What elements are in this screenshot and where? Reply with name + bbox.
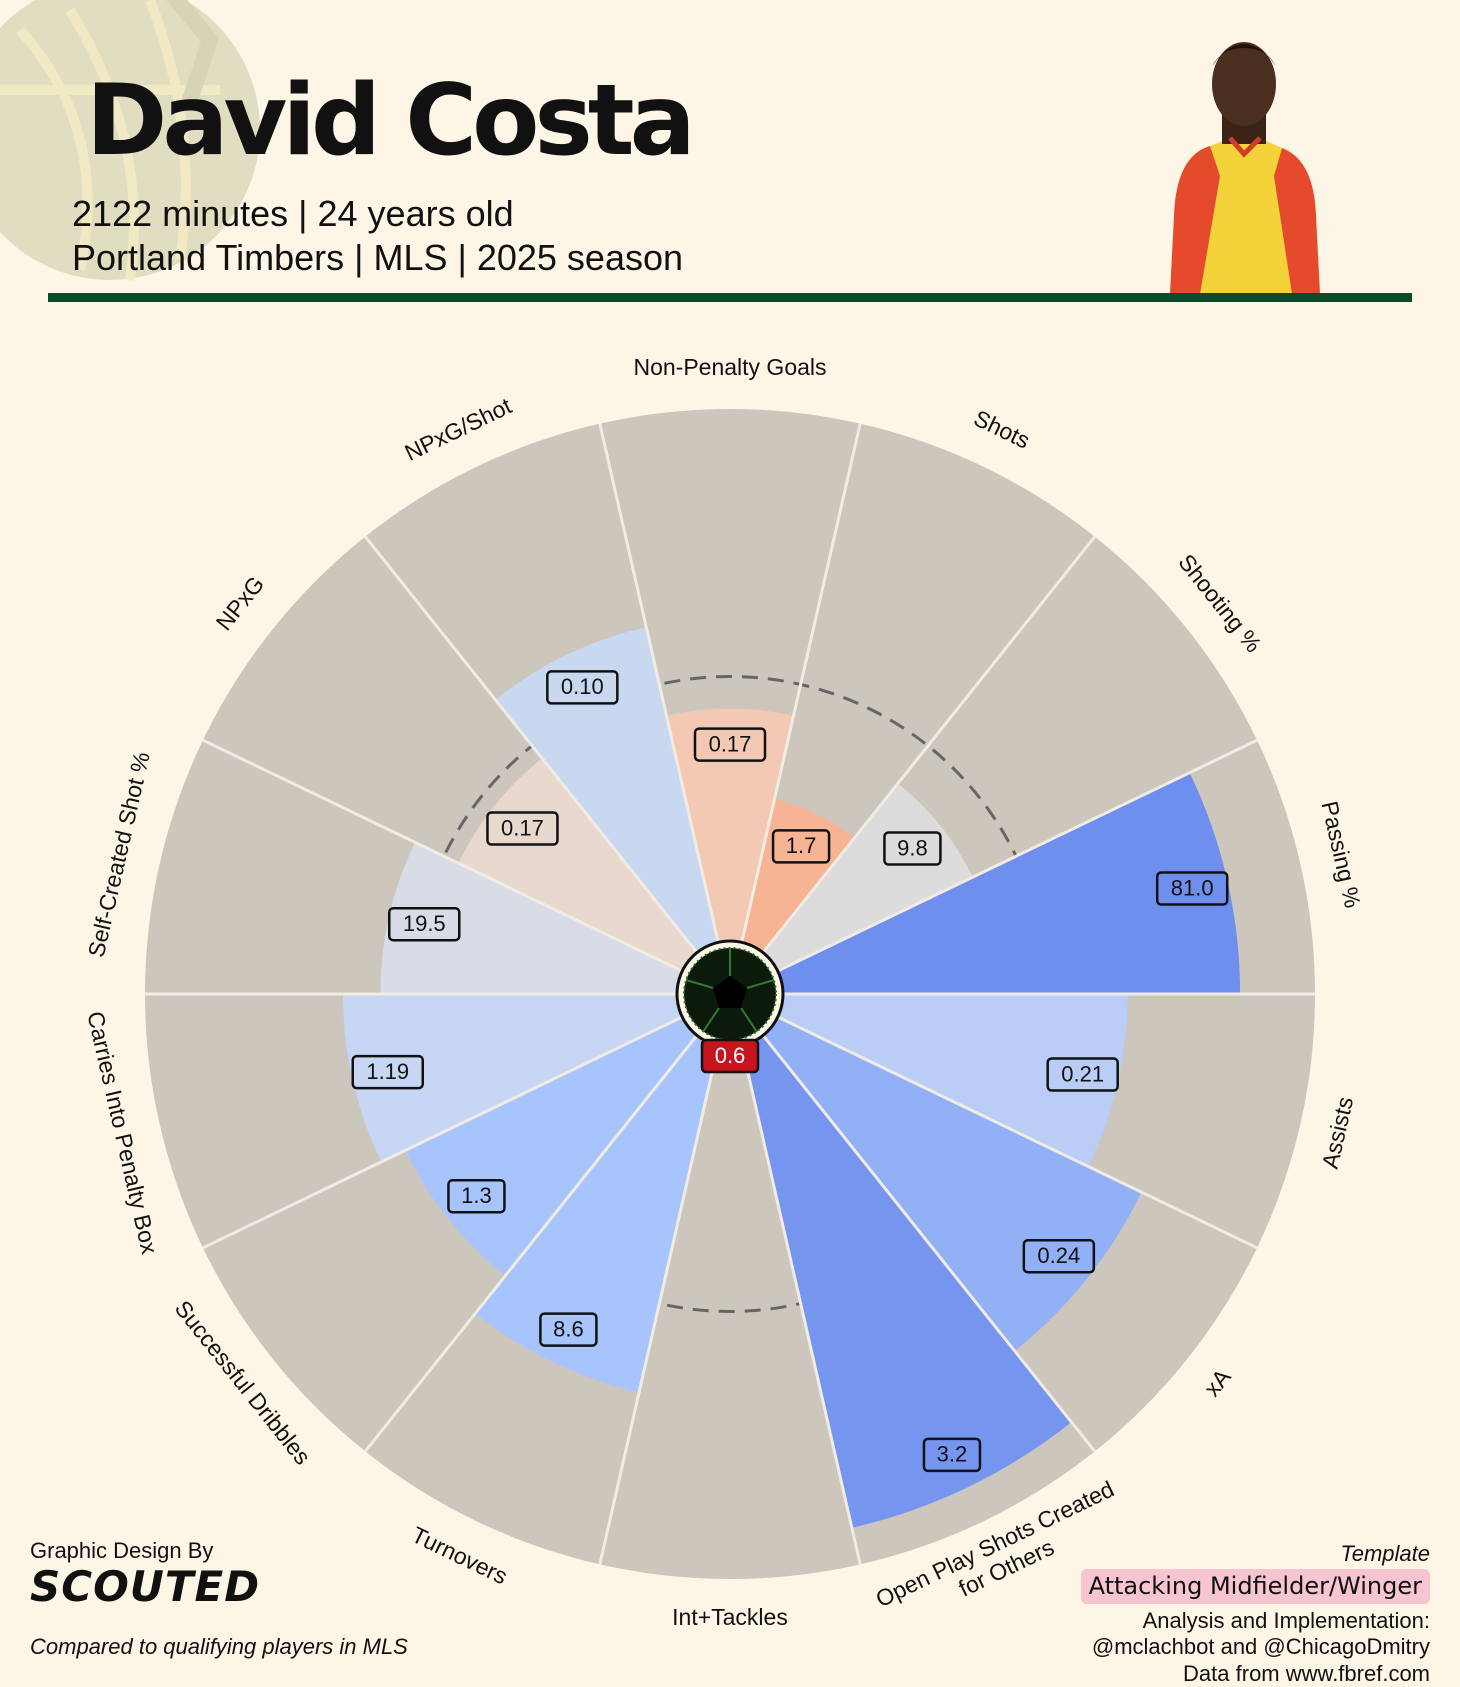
wedge-separator — [598, 423, 721, 946]
value-wedge-npxg-shot — [495, 627, 719, 955]
wedge-separator — [202, 738, 686, 974]
player-photo — [1170, 42, 1320, 294]
wedge-separator — [364, 535, 700, 956]
svg-text:0.10: 0.10 — [561, 674, 604, 699]
player-team-league-season: Portland Timbers | MLS | 2025 season — [72, 237, 684, 278]
wedge-separators — [145, 423, 1315, 1565]
value-label-xa: 0.24 — [1022, 1238, 1096, 1274]
value-label-carries-into-penalty-box: 1.19 — [351, 1054, 425, 1090]
value-label-npxg: 0.17 — [486, 811, 559, 846]
value-label-shooting: 9.8 — [883, 831, 942, 866]
category-label-shots: Shots — [970, 405, 1034, 454]
credit-label: Graphic Design By — [30, 1538, 214, 1563]
value-label-open-play-shots-created-for-others: 3.2 — [922, 1437, 982, 1473]
svg-text:81.0: 81.0 — [1171, 875, 1214, 900]
value-label-non-penalty-goals: 0.17 — [693, 727, 767, 762]
value-label-self-created-shot: 19.5 — [388, 906, 461, 942]
analysis-line-2: @mclachbot and @ChicagoDmitry — [1091, 1634, 1430, 1660]
value-label-successful-dribbles: 1.3 — [447, 1178, 506, 1214]
value-wedge-non-penalty-goals — [666, 708, 794, 946]
value-wedge-carries-into-penalty-box — [342, 994, 685, 1162]
wedge-separator — [760, 535, 1096, 956]
data-source: Data from www.fbref.com — [1183, 1661, 1430, 1686]
analysis-credit: Analysis and Implementation: @mclachbot … — [910, 1608, 1430, 1661]
club-crest-watermark — [0, 0, 260, 281]
category-label-turnovers: Turnovers — [408, 1521, 512, 1589]
category-label-xa: xA — [1199, 1363, 1236, 1401]
wedge-separator — [760, 1032, 1096, 1453]
svg-text:0.6: 0.6 — [715, 1043, 746, 1068]
category-label-non-penalty-goals: Non-Penalty Goals — [633, 354, 826, 380]
value-wedge-turnovers — [475, 1033, 719, 1393]
value-wedge-assists — [775, 994, 1128, 1167]
player-name: David Costa — [86, 64, 696, 178]
value-label-assists: 0.21 — [1046, 1057, 1119, 1092]
wedge-separator — [774, 738, 1258, 974]
category-label-passing: Passing % — [1316, 799, 1366, 911]
header-divider — [48, 293, 1412, 302]
value-label-shots: 1.7 — [771, 829, 831, 864]
value-wedge-passing — [775, 772, 1241, 994]
soccer-ball-icon — [675, 939, 785, 1049]
wedge-separator — [598, 1042, 721, 1565]
category-label-assists: Assists — [1317, 1094, 1359, 1171]
value-labels: 0.17 1.7 9.8 81.0 0.21 0.24 3.2 0.6 8.6 1.3 1.19 19… — [351, 670, 1229, 1473]
player-minutes-age: 2122 minutes | 24 years old — [72, 193, 514, 234]
wedge-separator — [774, 1014, 1258, 1250]
svg-text:1.3: 1.3 — [461, 1183, 492, 1208]
wedge-separator — [739, 423, 862, 946]
value-wedge-shooting — [761, 783, 973, 973]
analysis-line-1: Analysis and Implementation: — [1142, 1608, 1430, 1633]
svg-text:0.17: 0.17 — [501, 815, 544, 840]
wedge-separator — [739, 1042, 862, 1565]
wedge-separator — [364, 1032, 700, 1453]
svg-text:0.17: 0.17 — [709, 731, 752, 756]
value-label-npxg-shot: 0.10 — [546, 670, 619, 705]
category-label-npxg: NPxG — [211, 571, 270, 635]
svg-text:1.7: 1.7 — [786, 833, 817, 858]
svg-text:1.19: 1.19 — [366, 1059, 409, 1084]
category-label-npxg-shot: NPxG/Shot — [401, 392, 516, 466]
svg-text:0.21: 0.21 — [1061, 1061, 1104, 1086]
svg-text:19.5: 19.5 — [403, 911, 446, 936]
comparison-note: Compared to qualifying players in MLS — [30, 1634, 408, 1659]
value-label-passing: 81.0 — [1155, 871, 1229, 906]
value-label-int-tackles: 0.6 — [700, 1038, 760, 1074]
template-badge: Attacking Midfielder/Winger — [1080, 1569, 1430, 1604]
wedge-separator — [202, 1014, 686, 1250]
category-label-int-tackles: Int+Tackles — [672, 1604, 788, 1630]
svg-text:8.6: 8.6 — [553, 1316, 584, 1341]
category-label-self-created-shot: Self-Created Shot % — [83, 749, 155, 959]
svg-text:0.24: 0.24 — [1037, 1243, 1080, 1268]
scouted-logo: SCOUTED — [30, 1562, 261, 1611]
svg-text:3.2: 3.2 — [937, 1442, 968, 1467]
value-label-turnovers: 8.6 — [539, 1312, 598, 1347]
template-label: Template — [1340, 1541, 1430, 1566]
svg-text:9.8: 9.8 — [897, 835, 928, 860]
value-wedge-self-created-shot — [380, 842, 685, 994]
